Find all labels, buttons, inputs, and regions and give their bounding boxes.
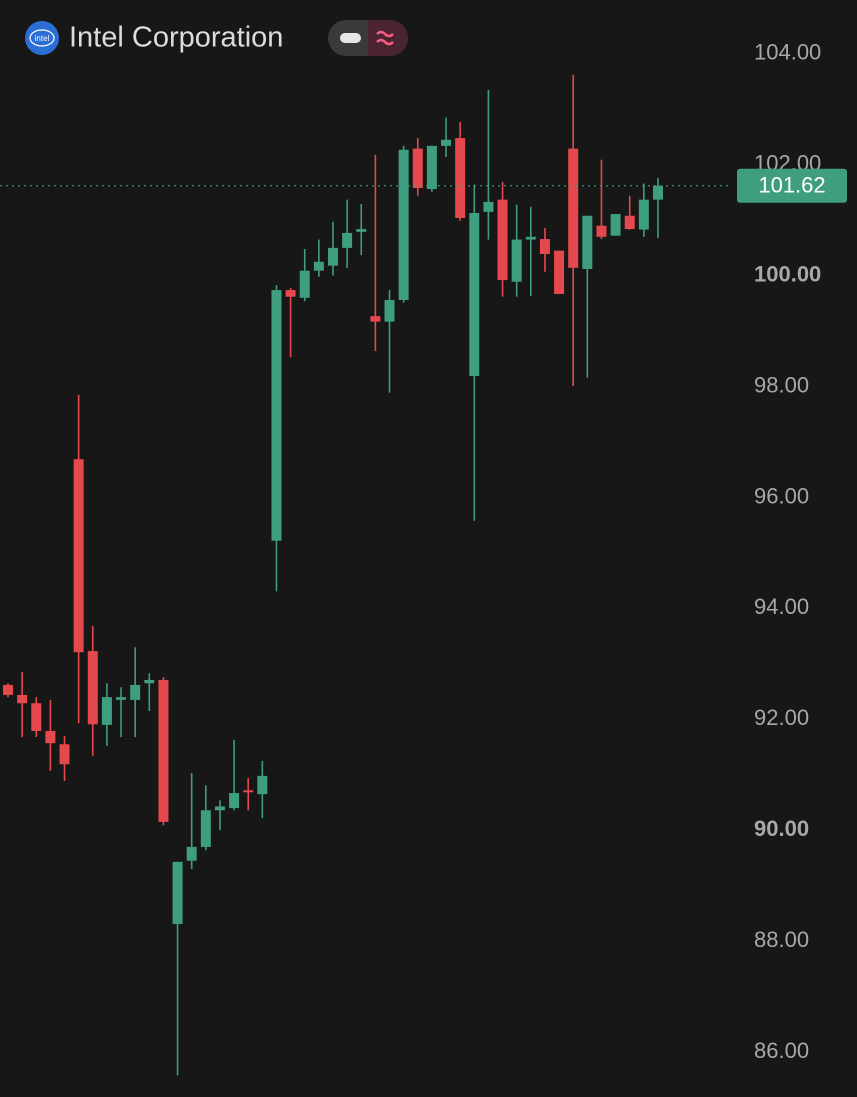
candle-body	[17, 694, 28, 704]
candle-body	[441, 139, 452, 146]
candle-body	[158, 679, 169, 822]
candle-body	[172, 861, 183, 924]
candle-body	[511, 239, 522, 282]
last-price-label: 101.62	[758, 173, 825, 198]
candle-body	[624, 215, 635, 230]
candle-body	[257, 775, 268, 795]
candle-body	[229, 793, 240, 809]
logo-text: intel	[35, 34, 50, 43]
candle-body	[59, 744, 70, 765]
candle-body	[200, 810, 211, 847]
y-tick-label: 96.00	[754, 483, 809, 508]
toggle-badge[interactable]	[328, 20, 408, 56]
candle-body	[243, 790, 254, 793]
candle-body	[370, 316, 381, 322]
y-tick-label: 92.00	[754, 705, 809, 730]
y-tick-label: 100.00	[754, 261, 821, 286]
candle-body	[554, 250, 565, 294]
candle-body	[101, 697, 112, 725]
last-price-box	[737, 168, 847, 203]
candle-body	[144, 679, 155, 684]
candle-body	[45, 730, 56, 744]
candle-body	[299, 270, 310, 298]
candle-body	[271, 290, 282, 541]
candle-body	[327, 247, 338, 266]
y-tick-label: 88.00	[754, 927, 809, 952]
candle-body	[73, 459, 84, 653]
candle-body	[455, 138, 466, 218]
badge-pill	[340, 33, 361, 43]
candle-body	[525, 236, 536, 240]
candle-body	[426, 145, 437, 190]
candle-body	[412, 148, 423, 189]
badge-wave	[376, 30, 394, 46]
candle-body	[398, 149, 409, 301]
candle-body	[596, 225, 607, 237]
candle-body	[186, 846, 197, 861]
candle-body	[582, 215, 593, 269]
chart-title: Intel Corporation	[69, 22, 283, 54]
candle-body	[356, 229, 367, 232]
candle-body	[568, 148, 579, 268]
y-tick-label: 86.00	[754, 1038, 809, 1063]
y-tick-label: 104.00	[754, 40, 821, 65]
candle-body	[31, 703, 42, 731]
candle-body	[652, 185, 663, 200]
candle-body	[610, 214, 621, 236]
candle-body	[469, 212, 480, 377]
logo	[25, 21, 59, 55]
candle-body	[539, 239, 550, 255]
candle-body	[214, 806, 225, 811]
candle-body	[3, 684, 13, 695]
badge-right	[368, 20, 408, 56]
y-tick-label: 98.00	[754, 372, 809, 397]
y-tick-label: 94.00	[754, 594, 809, 619]
candle-body	[638, 199, 649, 230]
y-tick-label: 90.00	[754, 816, 809, 841]
candle-body	[384, 300, 395, 322]
candle-body	[130, 684, 141, 700]
candle-body	[497, 199, 508, 281]
logo-ring	[29, 29, 55, 47]
candle-body	[285, 290, 296, 297]
candle-body	[483, 201, 494, 212]
candle-body	[342, 232, 353, 248]
candle-body	[87, 651, 98, 725]
candle-body	[116, 697, 127, 700]
candle-body	[313, 261, 324, 271]
